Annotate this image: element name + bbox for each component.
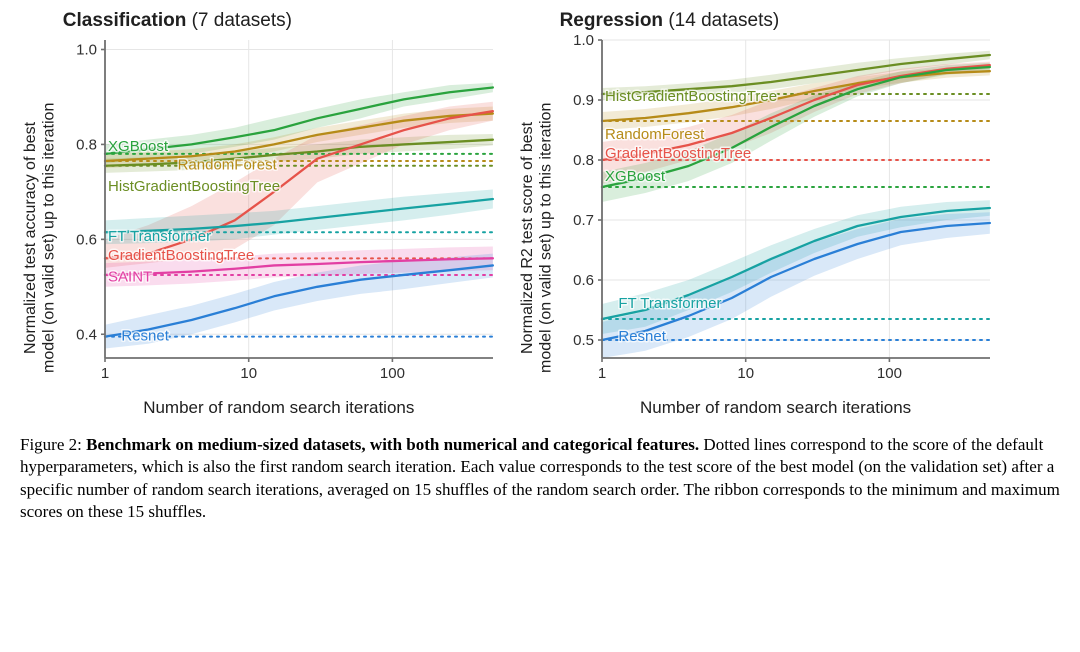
left-xlabel: Number of random search iterations (59, 398, 499, 418)
left-plot: 0.4 0.6 0.8 1.0 1 10 100 XGBoost RandomForest His… (59, 34, 499, 394)
svg-text:1.0: 1.0 (573, 34, 594, 49)
svg-text:GradientBoostingTree: GradientBoostingTree (605, 145, 751, 162)
right-plot: 0.5 0.6 0.7 0.8 0.9 1.0 1 10 100 HistGradientBoos… (556, 34, 996, 394)
svg-text:GradientBoostingTree: GradientBoostingTree (108, 247, 254, 264)
svg-text:10: 10 (240, 365, 257, 382)
right-panel: Normalized R2 test score of best model (… (517, 10, 996, 418)
svg-text:RandomForest: RandomForest (605, 126, 705, 143)
svg-text:0.6: 0.6 (573, 272, 594, 289)
svg-text:0.6: 0.6 (76, 231, 97, 248)
svg-text:SAINT: SAINT (108, 268, 152, 285)
svg-text:0.5: 0.5 (573, 332, 594, 349)
svg-text:0.9: 0.9 (573, 92, 594, 109)
right-xlabel: Number of random search iterations (556, 398, 996, 418)
svg-text:RandomForest: RandomForest (177, 157, 277, 174)
svg-text:10: 10 (737, 365, 754, 382)
figure-caption: Figure 2: Benchmark on medium-sized data… (20, 434, 1060, 524)
charts-row: Normalized test accuracy of best model (… (20, 10, 1060, 418)
left-panel: Normalized test accuracy of best model (… (20, 10, 499, 418)
svg-text:XGBoost: XGBoost (605, 168, 666, 185)
left-ylabel: Normalized test accuracy of best model (… (20, 10, 59, 418)
svg-text:FT Transformer: FT Transformer (108, 228, 211, 245)
svg-text:Resnet: Resnet (121, 328, 169, 345)
svg-text:1: 1 (101, 365, 109, 382)
svg-text:0.8: 0.8 (76, 136, 97, 153)
right-title: Regression (14 datasets) (560, 10, 996, 32)
svg-text:0.8: 0.8 (573, 152, 594, 169)
svg-text:100: 100 (876, 365, 901, 382)
svg-text:Resnet: Resnet (618, 328, 666, 345)
svg-text:1: 1 (597, 365, 605, 382)
left-title: Classification (7 datasets) (63, 10, 499, 32)
svg-text:100: 100 (380, 365, 405, 382)
svg-text:1.0: 1.0 (76, 41, 97, 58)
svg-text:0.7: 0.7 (573, 212, 594, 229)
svg-text:FT Transformer: FT Transformer (618, 295, 721, 312)
svg-text:0.4: 0.4 (76, 326, 97, 343)
svg-text:HistGradientBoostingTree: HistGradientBoostingTree (605, 88, 777, 105)
right-ylabel: Normalized R2 test score of best model (… (517, 10, 556, 418)
svg-text:HistGradientBoostingTree: HistGradientBoostingTree (108, 178, 280, 195)
svg-text:XGBoost: XGBoost (108, 138, 169, 155)
